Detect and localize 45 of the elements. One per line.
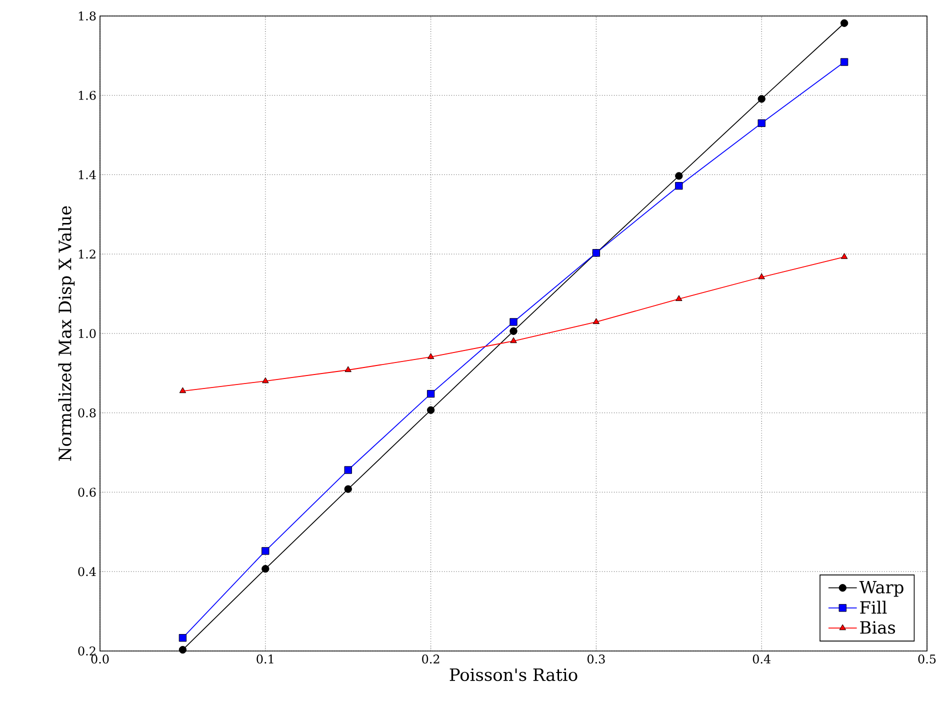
legend-label: Bias (860, 621, 896, 634)
point (510, 337, 517, 344)
point (178, 634, 187, 642)
point (676, 295, 682, 301)
y-tick-label: 1.8 (78, 11, 96, 21)
x-tick-label: 0.3 (587, 654, 605, 664)
y-tick-label: 1.6 (78, 90, 96, 100)
point (344, 485, 352, 493)
point (179, 387, 186, 394)
point (427, 353, 434, 359)
point (426, 406, 435, 414)
y-tick-label: 0.2 (78, 646, 96, 656)
legend-label: Warp (859, 580, 904, 597)
y-axis-title: Normalized Max Disp X Value (58, 206, 75, 461)
x-tick-label: 0.1 (256, 654, 274, 664)
point (262, 547, 270, 555)
point (840, 19, 848, 27)
point (758, 273, 765, 280)
x-tick-label: 0.5 (918, 654, 936, 664)
point (178, 646, 187, 654)
point (510, 318, 518, 326)
point (758, 119, 766, 127)
y-tick-label: 0.6 (78, 488, 96, 497)
x-axis-title: Poisson's Ratio (450, 668, 578, 682)
y-tick-label: 1.0 (78, 328, 96, 338)
point (262, 377, 269, 384)
point (840, 253, 848, 259)
point (510, 327, 518, 335)
y-tick-label: 0.4 (78, 567, 96, 576)
point (758, 95, 766, 103)
point (426, 390, 435, 398)
point (262, 564, 270, 573)
legend-label: Fill (860, 600, 887, 614)
y-tick-label: 1.4 (78, 170, 96, 180)
y-tick-label: 1.2 (78, 250, 96, 259)
point (675, 172, 683, 180)
point (675, 182, 683, 190)
y-tick-label: 0.8 (78, 408, 96, 418)
x-tick-label: 0.0 (91, 654, 109, 664)
point (840, 58, 848, 66)
point (344, 366, 352, 372)
x-tick-label: 0.2 (422, 654, 440, 664)
x-tick-label: 0.4 (752, 654, 771, 664)
point (592, 318, 600, 324)
point (344, 466, 352, 474)
